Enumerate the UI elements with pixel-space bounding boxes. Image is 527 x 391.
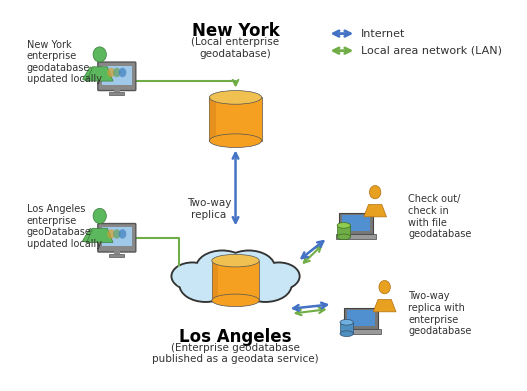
- Polygon shape: [83, 228, 92, 242]
- Ellipse shape: [222, 249, 276, 286]
- Ellipse shape: [180, 269, 231, 301]
- Ellipse shape: [172, 264, 212, 289]
- Ellipse shape: [340, 319, 353, 325]
- FancyBboxPatch shape: [98, 224, 136, 252]
- Bar: [337, 226, 350, 237]
- Polygon shape: [86, 67, 113, 81]
- Ellipse shape: [119, 229, 126, 239]
- Ellipse shape: [199, 257, 272, 304]
- Bar: [336, 234, 376, 239]
- Ellipse shape: [119, 68, 126, 77]
- Ellipse shape: [257, 262, 300, 291]
- Bar: [347, 310, 375, 326]
- Ellipse shape: [223, 251, 274, 284]
- Bar: [340, 322, 353, 334]
- Ellipse shape: [238, 267, 292, 303]
- Text: Los Angeles
enterprise
geoDatabase
updated locally: Los Angeles enterprise geoDatabase updat…: [26, 204, 102, 249]
- Bar: [341, 329, 381, 334]
- Polygon shape: [83, 67, 92, 81]
- Text: Check out/
check in
with file
geodatabase: Check out/ check in with file geodatabas…: [408, 194, 472, 239]
- Bar: [344, 308, 378, 329]
- Bar: [114, 85, 120, 92]
- Text: Two-way
replica with
enterprise
geodatabase: Two-way replica with enterprise geodatab…: [408, 291, 472, 336]
- Ellipse shape: [259, 264, 299, 289]
- Text: Two-way
replica: Two-way replica: [187, 199, 231, 220]
- Text: Internet: Internet: [361, 29, 405, 39]
- FancyBboxPatch shape: [98, 62, 136, 91]
- Polygon shape: [86, 228, 113, 242]
- Text: (Enterprise geodatabase
published as a geodata service): (Enterprise geodatabase published as a g…: [152, 343, 319, 364]
- Bar: [209, 97, 261, 141]
- Ellipse shape: [337, 222, 350, 228]
- Ellipse shape: [113, 68, 121, 77]
- Ellipse shape: [340, 331, 353, 337]
- Text: New York: New York: [192, 22, 279, 40]
- Bar: [109, 92, 124, 95]
- Bar: [342, 215, 370, 231]
- Ellipse shape: [209, 134, 261, 147]
- Ellipse shape: [197, 255, 274, 306]
- Bar: [102, 66, 132, 85]
- Polygon shape: [373, 300, 396, 312]
- Ellipse shape: [179, 267, 233, 303]
- Text: (Local enterprise
geodatabase): (Local enterprise geodatabase): [191, 37, 280, 59]
- Ellipse shape: [212, 255, 259, 267]
- Ellipse shape: [369, 185, 381, 199]
- Ellipse shape: [93, 47, 106, 62]
- Ellipse shape: [337, 234, 350, 240]
- Bar: [109, 254, 124, 257]
- Text: Local area network (LAN): Local area network (LAN): [361, 46, 502, 56]
- Ellipse shape: [113, 229, 121, 239]
- Bar: [102, 227, 132, 246]
- Bar: [212, 261, 218, 300]
- Ellipse shape: [195, 249, 249, 286]
- Text: Los Angeles: Los Angeles: [179, 328, 292, 346]
- Ellipse shape: [93, 208, 106, 224]
- Polygon shape: [364, 204, 386, 217]
- Ellipse shape: [379, 280, 391, 294]
- Bar: [209, 97, 216, 141]
- Ellipse shape: [212, 294, 259, 307]
- Ellipse shape: [170, 262, 214, 291]
- Bar: [212, 261, 259, 300]
- Ellipse shape: [108, 229, 115, 239]
- Text: New York
enterprise
geodatabase
updated locally: New York enterprise geodatabase updated …: [26, 39, 102, 84]
- Bar: [114, 246, 120, 254]
- Ellipse shape: [197, 251, 248, 284]
- Ellipse shape: [209, 91, 261, 104]
- Ellipse shape: [108, 68, 115, 77]
- Ellipse shape: [240, 269, 291, 301]
- Bar: [339, 213, 373, 234]
